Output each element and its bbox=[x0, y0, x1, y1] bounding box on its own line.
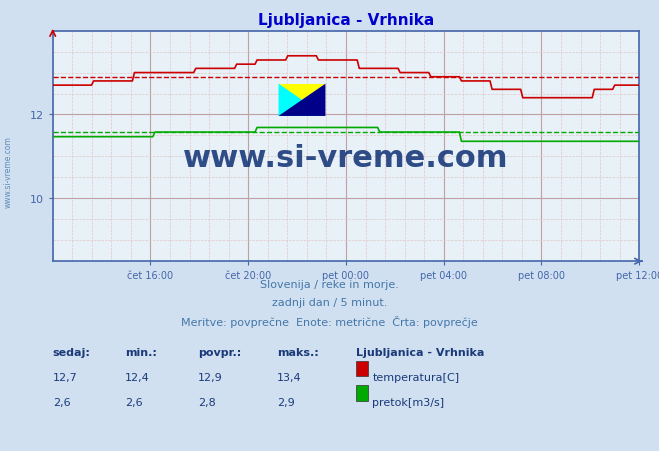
Polygon shape bbox=[279, 84, 326, 117]
Text: Slovenija / reke in morje.: Slovenija / reke in morje. bbox=[260, 280, 399, 290]
Text: min.:: min.: bbox=[125, 347, 157, 357]
Text: Ljubljanica - Vrhnika: Ljubljanica - Vrhnika bbox=[356, 347, 484, 357]
Title: Ljubljanica - Vrhnika: Ljubljanica - Vrhnika bbox=[258, 13, 434, 28]
Polygon shape bbox=[279, 84, 326, 117]
Text: 2,6: 2,6 bbox=[53, 397, 71, 407]
Text: 12,9: 12,9 bbox=[198, 372, 223, 382]
Text: temperatura[C]: temperatura[C] bbox=[372, 372, 459, 382]
Polygon shape bbox=[279, 84, 326, 117]
Text: zadnji dan / 5 minut.: zadnji dan / 5 minut. bbox=[272, 298, 387, 308]
Text: 13,4: 13,4 bbox=[277, 372, 301, 382]
Text: www.si-vreme.com: www.si-vreme.com bbox=[183, 143, 509, 173]
Text: maks.:: maks.: bbox=[277, 347, 318, 357]
Text: www.si-vreme.com: www.si-vreme.com bbox=[3, 135, 13, 207]
Text: povpr.:: povpr.: bbox=[198, 347, 241, 357]
Text: 12,4: 12,4 bbox=[125, 372, 150, 382]
Text: Meritve: povprečne  Enote: metrične  Črta: povprečje: Meritve: povprečne Enote: metrične Črta:… bbox=[181, 316, 478, 328]
Text: 2,6: 2,6 bbox=[125, 397, 143, 407]
Text: sedaj:: sedaj: bbox=[53, 347, 90, 357]
Text: 2,9: 2,9 bbox=[277, 397, 295, 407]
Text: pretok[m3/s]: pretok[m3/s] bbox=[372, 397, 444, 407]
Text: 2,8: 2,8 bbox=[198, 397, 215, 407]
Text: 12,7: 12,7 bbox=[53, 372, 78, 382]
